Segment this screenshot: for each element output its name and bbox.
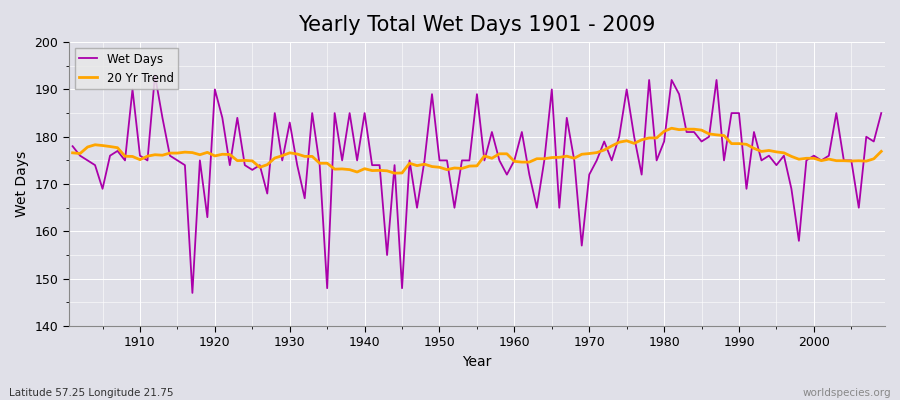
Y-axis label: Wet Days: Wet Days	[15, 151, 29, 217]
20 Yr Trend	[68, 150, 78, 155]
Wet Days	[614, 134, 625, 139]
20 Yr Trend	[127, 154, 138, 159]
20 Yr Trend	[292, 152, 302, 156]
Wet Days	[68, 144, 78, 149]
20 Yr Trend	[509, 159, 520, 164]
Text: worldspecies.org: worldspecies.org	[803, 388, 891, 398]
Wet Days	[517, 130, 527, 134]
Wet Days	[187, 290, 198, 295]
20 Yr Trend	[607, 144, 617, 148]
Wet Days	[127, 87, 138, 92]
Text: Latitude 57.25 Longitude 21.75: Latitude 57.25 Longitude 21.75	[9, 388, 174, 398]
Wet Days	[149, 73, 160, 78]
Wet Days	[307, 111, 318, 116]
Wet Days	[352, 158, 363, 163]
Wet Days	[524, 172, 535, 177]
X-axis label: Year: Year	[463, 355, 491, 369]
20 Yr Trend	[337, 166, 347, 171]
20 Yr Trend	[517, 160, 527, 164]
20 Yr Trend	[876, 149, 886, 154]
Title: Yearly Total Wet Days 1901 - 2009: Yearly Total Wet Days 1901 - 2009	[298, 15, 655, 35]
20 Yr Trend	[666, 126, 677, 131]
Line: 20 Yr Trend: 20 Yr Trend	[73, 128, 881, 173]
Wet Days	[876, 111, 886, 116]
Legend: Wet Days, 20 Yr Trend: Wet Days, 20 Yr Trend	[75, 48, 178, 89]
Line: Wet Days: Wet Days	[73, 75, 881, 293]
20 Yr Trend	[389, 171, 400, 176]
